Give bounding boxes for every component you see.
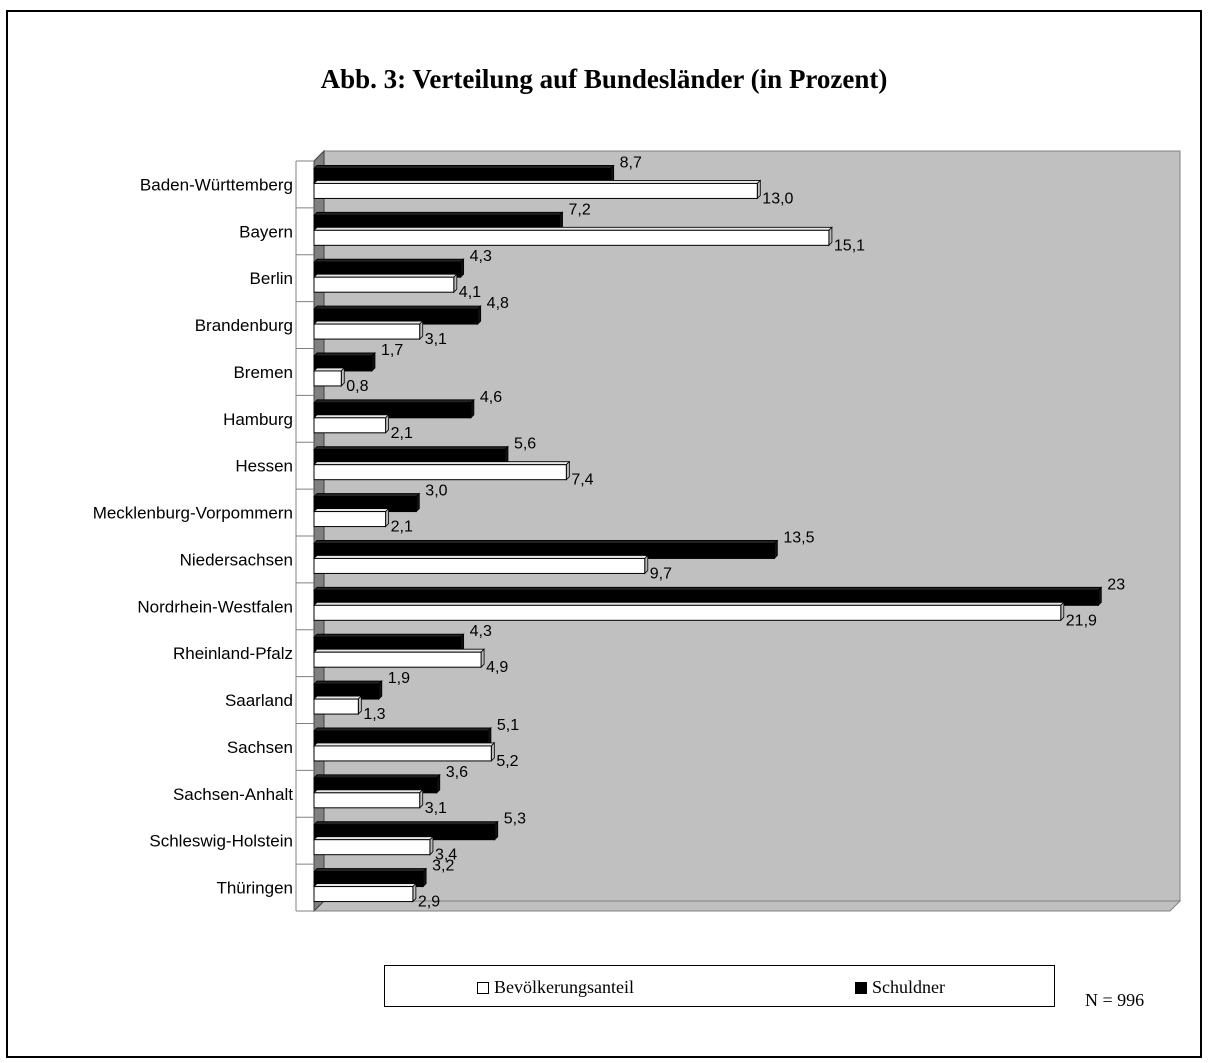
category-label: Brandenburg [195, 316, 293, 335]
value-label-bevoelkerungsanteil: 2,1 [391, 519, 413, 536]
value-label-schuldner: 13,5 [783, 529, 814, 546]
bar-schuldner [313, 539, 779, 560]
value-label-bevoelkerungsanteil: 4,9 [486, 659, 508, 676]
value-label-bevoelkerungsanteil: 1,3 [363, 706, 385, 723]
category-label: Rheinland-Pfalz [173, 644, 293, 663]
bar-bevoelkerungsanteil [313, 601, 1065, 622]
bars [313, 164, 1103, 903]
value-label-bevoelkerungsanteil: 0,8 [346, 378, 368, 395]
category-label: Niedersachsen [180, 550, 293, 569]
value-label-schuldner: 5,3 [504, 811, 526, 828]
value-label-bevoelkerungsanteil: 3,4 [435, 847, 457, 864]
bar-schuldner [313, 164, 615, 185]
legend-swatch-black-icon [855, 981, 867, 994]
value-label-bevoelkerungsanteil: 3,1 [425, 800, 447, 817]
legend-swatch-white-icon [477, 981, 489, 994]
value-label-schuldner: 3,0 [425, 483, 447, 500]
bar-bevoelkerungsanteil [313, 507, 390, 528]
value-label-bevoelkerungsanteil: 15,1 [834, 237, 865, 254]
bar-bevoelkerungsanteil [313, 179, 762, 200]
bar-bevoelkerungsanteil [313, 554, 649, 575]
value-label-bevoelkerungsanteil: 21,9 [1066, 612, 1097, 629]
category-label: Schleswig-Holstein [149, 832, 293, 851]
value-label-schuldner: 5,1 [497, 717, 519, 734]
value-label-schuldner: 7,2 [569, 201, 591, 218]
bar-bevoelkerungsanteil [313, 648, 486, 669]
bar-schuldner [313, 820, 499, 841]
bar-schuldner [313, 726, 492, 747]
value-label-schuldner: 3,6 [446, 764, 468, 781]
category-labels: Baden-Württemberg Bayern Berlin Brandenburg… [93, 175, 294, 897]
value-label-bevoelkerungsanteil: 5,2 [496, 753, 518, 770]
value-label-schuldner: 4,6 [480, 389, 502, 406]
plot-floor [312, 900, 1182, 912]
value-label-schuldner: 1,9 [388, 670, 410, 687]
bar-bevoelkerungsanteil [313, 366, 346, 387]
chart-title: Abb. 3: Verteilung auf Bundesländer (in … [320, 64, 888, 94]
value-label-schuldner: 4,8 [487, 295, 509, 312]
category-label: Saarland [225, 691, 293, 710]
sample-size-note: N = 996 [1085, 990, 1145, 1010]
value-label-bevoelkerungsanteil: 13,0 [762, 190, 793, 207]
category-label: Sachsen [227, 738, 293, 757]
bar-schuldner [313, 633, 465, 654]
bar-bevoelkerungsanteil [313, 788, 424, 809]
legend-item-debtors: Schuldner [855, 977, 945, 998]
bar-bevoelkerungsanteil [313, 413, 390, 434]
legend-label-population: Bevölkerungsanteil [494, 977, 634, 997]
bar-schuldner [313, 258, 465, 279]
value-label-bevoelkerungsanteil: 4,1 [459, 284, 481, 301]
bar-bevoelkerungsanteil [313, 835, 434, 856]
value-label-bevoelkerungsanteil: 7,4 [571, 472, 593, 489]
category-label: Sachsen-Anhalt [173, 785, 293, 804]
category-label: Nordrhein-Westfalen [137, 597, 293, 616]
value-label-schuldner: 4,3 [470, 248, 492, 265]
value-label-schuldner: 5,6 [514, 436, 536, 453]
value-label-schuldner: 1,7 [381, 342, 403, 359]
category-label: Mecklenburg-Vorpommern [93, 504, 293, 523]
value-label-schuldner: 23 [1107, 576, 1125, 593]
bar-schuldner [313, 586, 1103, 607]
bar-schuldner [313, 492, 421, 513]
bar-schuldner [313, 211, 564, 232]
category-label: Bremen [233, 363, 293, 382]
value-labels: 8,7 13,0 7,2 15,1 4,3 4,1 4,8 3,1 1,7 0,8 4,6 2,1 5,… [346, 154, 1125, 910]
category-label: Thüringen [216, 879, 293, 898]
bar-bevoelkerungsanteil [313, 273, 458, 294]
value-label-bevoelkerungsanteil: 2,1 [391, 425, 413, 442]
value-label-schuldner: 3,2 [432, 858, 454, 875]
plot-background [295, 149, 1182, 913]
bar-schuldner [313, 398, 475, 419]
value-label-bevoelkerungsanteil: 3,1 [425, 331, 447, 348]
bar-bevoelkerungsanteil [313, 226, 833, 247]
value-label-schuldner: 4,3 [470, 623, 492, 640]
category-label: Hamburg [223, 410, 293, 429]
bar-bevoelkerungsanteil [313, 460, 571, 481]
bar-bevoelkerungsanteil [313, 320, 424, 341]
bar-schuldner [313, 773, 441, 794]
legend-item-population: Bevölkerungsanteil [477, 977, 634, 998]
category-label: Hessen [235, 457, 293, 476]
bar-bevoelkerungsanteil [313, 882, 417, 903]
legend: Bevölkerungsanteil Schuldner [384, 965, 1055, 1007]
category-label: Berlin [250, 269, 293, 288]
bar-schuldner [313, 351, 376, 372]
value-label-schuldner: 8,7 [620, 154, 642, 171]
category-label: Bayern [239, 222, 293, 241]
category-label: Baden-Württemberg [140, 175, 293, 194]
value-label-bevoelkerungsanteil: 2,9 [418, 894, 440, 911]
bar-schuldner [313, 305, 482, 326]
bar-schuldner [313, 867, 428, 888]
bar-bevoelkerungsanteil [313, 741, 496, 762]
bar-bevoelkerungsanteil [313, 695, 363, 716]
value-label-bevoelkerungsanteil: 9,7 [650, 565, 672, 582]
legend-label-debtors: Schuldner [872, 977, 945, 997]
